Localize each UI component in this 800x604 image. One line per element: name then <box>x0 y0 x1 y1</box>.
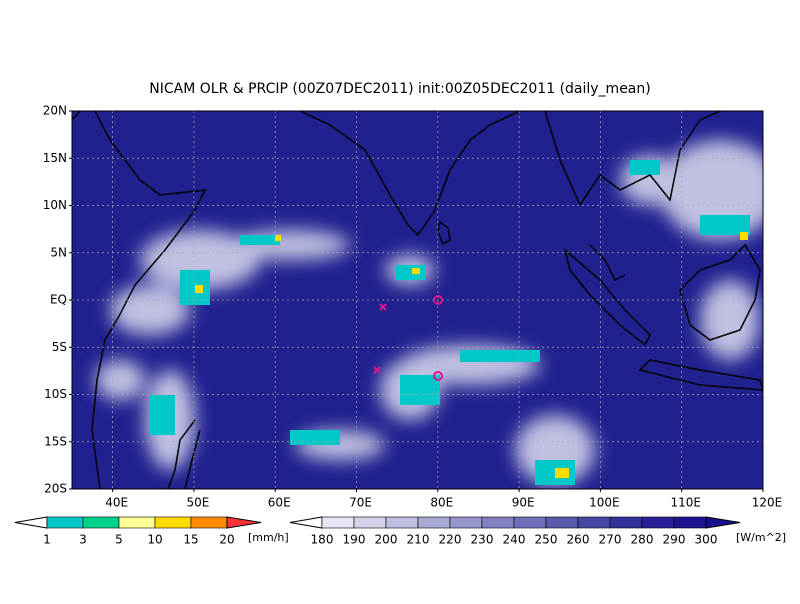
lon-tick-label: 60E <box>268 496 291 510</box>
legend-level: 290 <box>663 533 686 547</box>
legend-level: 15 <box>183 533 198 547</box>
legend-level: 240 <box>503 533 526 547</box>
lat-tick-label: 20N <box>43 104 67 118</box>
legend-swatch <box>46 516 84 529</box>
legend-swatch <box>385 516 419 529</box>
legend-level: 20 <box>219 533 234 547</box>
legend-level: 1 <box>43 533 51 547</box>
legend-level: 200 <box>375 533 398 547</box>
legends: 1 3 5 10 15 20 [mm/h] 180 190 200 210 220 230 240 250 2… <box>14 516 786 547</box>
legend-unit: [W/m^2] <box>736 531 786 544</box>
lon-tick-label: 110E <box>670 496 701 510</box>
legend-swatch <box>673 516 707 529</box>
legend-swatch <box>321 516 355 529</box>
lon-tick-label: 90E <box>512 496 535 510</box>
lat-tick-label: 15N <box>43 151 67 165</box>
legend-swatch <box>353 516 387 529</box>
lat-tick-label: 10N <box>43 198 67 212</box>
track-markers <box>373 295 443 381</box>
legend-level: 10 <box>147 533 162 547</box>
legend-swatch <box>190 516 228 529</box>
lat-tick-label: 10S <box>44 387 67 401</box>
legend-level: 5 <box>115 533 123 547</box>
legend-swatch <box>154 516 192 529</box>
legend-end-high <box>226 516 262 529</box>
legend-swatch <box>82 516 120 529</box>
legend-level: 270 <box>599 533 622 547</box>
legend-swatch <box>577 516 611 529</box>
axis-labels: 20N 15N 10N 5N EQ 5S 10S 15S 20S 40E 50E 60E 70E 80E 9… <box>43 104 783 510</box>
legend-swatch <box>118 516 156 529</box>
lat-tick-label: 5N <box>50 245 67 259</box>
legend-swatch <box>449 516 483 529</box>
legend-level: 260 <box>567 533 590 547</box>
legend-end-low <box>289 516 323 529</box>
legend-swatch <box>641 516 675 529</box>
coastlines <box>72 111 763 489</box>
lat-tick-label: 5S <box>52 340 67 354</box>
lon-tick-label: 70E <box>349 496 372 510</box>
legend-swatch <box>481 516 515 529</box>
legend-level: 250 <box>535 533 558 547</box>
map-field <box>72 111 763 489</box>
lon-tick-label: 50E <box>187 496 210 510</box>
legend-swatch <box>545 516 579 529</box>
grid-lines <box>72 111 763 489</box>
lon-tick-label: 80E <box>430 496 453 510</box>
legend-level: 230 <box>471 533 494 547</box>
legend-level: 190 <box>343 533 366 547</box>
lon-tick-label: 100E <box>589 496 620 510</box>
legend-level: 300 <box>695 533 718 547</box>
lat-tick-label: EQ <box>50 293 67 307</box>
legend-level: 180 <box>311 533 334 547</box>
legend-level: 3 <box>79 533 87 547</box>
legend-swatch <box>609 516 643 529</box>
lon-tick-label: 120E <box>752 496 783 510</box>
legend-swatch <box>417 516 451 529</box>
precip-cores <box>195 232 748 478</box>
legend-end-high <box>705 516 741 529</box>
lon-tick-label: 40E <box>105 496 128 510</box>
legend-swatch <box>513 516 547 529</box>
legend-level: 220 <box>439 533 462 547</box>
map-title: NICAM OLR & PRCIP (00Z07DEC2011) init:00… <box>149 81 650 97</box>
legend-level: 280 <box>631 533 654 547</box>
lat-tick-label: 20S <box>44 482 67 496</box>
legend-unit: [mm/h] <box>248 531 289 544</box>
lat-tick-label: 15S <box>44 434 67 448</box>
legend-end-low <box>14 516 48 529</box>
legend-level: 210 <box>407 533 430 547</box>
